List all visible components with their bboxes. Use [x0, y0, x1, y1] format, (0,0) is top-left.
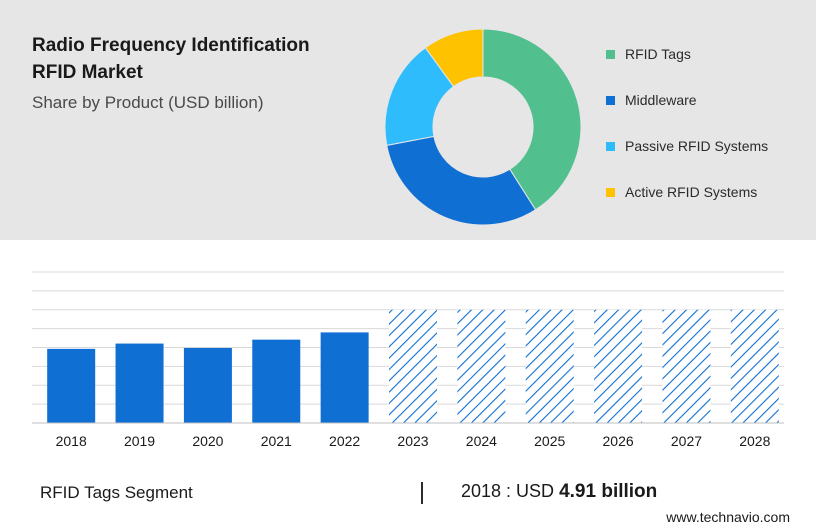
x-tick-label: 2028 — [739, 433, 770, 449]
legend-label: Active RFID Systems — [625, 184, 758, 200]
bar-chart: 2018 2019 2020 2021 2022 2023 2024 2025 2026 2027… — [32, 271, 784, 449]
legend-label: Middleware — [625, 92, 697, 108]
donut-slice-active-rfid-systems — [424, 28, 484, 88]
segment-label: RFID Tags Segment — [40, 483, 193, 502]
chart-title: Radio Frequency Identification RFID Mark… — [32, 32, 310, 86]
segment-value: 2018 : USD 4.91 billion — [461, 481, 657, 503]
legend-item: Active RFID Systems — [606, 182, 757, 202]
legend-swatch — [606, 95, 615, 105]
x-tick-label: 2021 — [261, 433, 292, 449]
bar-2027 — [662, 309, 711, 423]
donut-chart — [384, 28, 582, 226]
legend-label: Passive RFID Systems — [625, 138, 769, 154]
source-link[interactable]: www.technavio.com — [666, 509, 790, 525]
bar-2028 — [730, 309, 779, 423]
x-tick-label: 2020 — [192, 433, 223, 449]
x-tick-label: 2019 — [124, 433, 155, 449]
x-tick-label: 2026 — [603, 433, 634, 449]
bar-2021 — [252, 339, 301, 423]
donut-slice-rfid-tags — [482, 28, 582, 211]
legend-label: RFID Tags — [625, 46, 691, 62]
legend-swatch — [606, 187, 615, 197]
legend-swatch — [606, 141, 615, 151]
footer-divider — [421, 482, 423, 504]
title-line-1: Radio Frequency Identification — [32, 35, 310, 56]
x-tick-label: 2025 — [534, 433, 565, 449]
legend-item: RFID Tags — [606, 44, 691, 64]
bar-2019 — [115, 343, 164, 423]
legend-swatch — [606, 49, 615, 59]
bar-2020 — [183, 347, 232, 423]
donut-slice-middleware — [386, 135, 537, 226]
bar-2018 — [47, 348, 96, 423]
segment-value-amount: 4.91 billion — [559, 481, 658, 502]
legend-item: Passive RFID Systems — [606, 136, 768, 156]
x-tick-label: 2023 — [397, 433, 428, 449]
bar-2026 — [594, 309, 643, 423]
bar-2024 — [457, 309, 506, 423]
x-tick-label: 2022 — [329, 433, 360, 449]
bar-2023 — [389, 309, 437, 423]
bar-2022 — [320, 332, 369, 423]
title-line-2: RFID Market — [32, 62, 143, 83]
legend-item: Middleware — [606, 90, 697, 110]
x-tick-label: 2018 — [56, 433, 87, 449]
x-tick-label: 2027 — [671, 433, 702, 449]
bar-2025 — [525, 309, 574, 423]
chart-subtitle: Share by Product (USD billion) — [32, 93, 264, 112]
segment-year: 2018 : USD — [461, 481, 555, 501]
x-tick-label: 2024 — [466, 433, 497, 449]
